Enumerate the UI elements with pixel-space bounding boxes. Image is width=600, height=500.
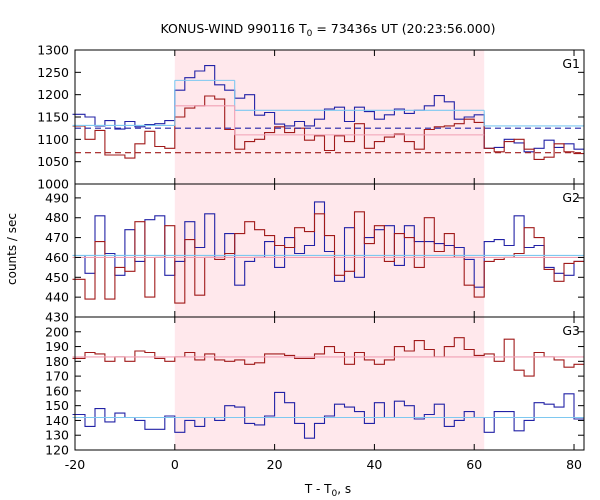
y-axis-label: counts / sec bbox=[5, 213, 19, 285]
y-tick-label: 1200 bbox=[37, 87, 69, 102]
chart-title-main: KONUS-WIND 990116 T bbox=[160, 21, 306, 36]
chart-title-rest: = 73436s UT (20:23:56.000) bbox=[312, 21, 495, 36]
y-tick-label: 140 bbox=[45, 413, 69, 428]
y-tick-label: 470 bbox=[45, 230, 69, 245]
series-line-blue bbox=[72, 201, 584, 288]
x-axis-label-main: T - T bbox=[304, 482, 332, 496]
y-tick-label: 450 bbox=[45, 270, 69, 285]
y-tick-label: 490 bbox=[45, 190, 69, 205]
series-line-blue bbox=[72, 391, 584, 439]
y-tick-label: 1250 bbox=[37, 65, 69, 80]
y-tick-label: 1050 bbox=[37, 154, 69, 169]
y-tick-label: 440 bbox=[45, 290, 69, 305]
x-tick-label: -20 bbox=[65, 457, 85, 472]
y-tick-label: 130 bbox=[45, 428, 69, 443]
y-tick-label: 460 bbox=[45, 250, 69, 265]
panel-label: G3 bbox=[562, 323, 580, 338]
y-tick-label: 200 bbox=[45, 324, 69, 339]
panel-g1: 1000 1050 1100 1150 1200 1250 1300 G1 bbox=[37, 43, 585, 192]
x-axis-label: T - T0, s bbox=[304, 482, 351, 499]
chart-title-subscript: 0 bbox=[307, 29, 313, 39]
y-tick-label: 120 bbox=[45, 443, 69, 458]
series-line-red bbox=[72, 95, 584, 160]
y-tick-label: 180 bbox=[45, 354, 69, 369]
shaded-interval bbox=[174, 50, 485, 450]
x-tick-label: 0 bbox=[171, 457, 179, 472]
y-tick-label: 190 bbox=[45, 339, 69, 354]
y-tick-label: 1000 bbox=[37, 177, 69, 192]
y-tick-label: 1150 bbox=[37, 110, 69, 125]
x-axis-label-rest: , s bbox=[337, 482, 351, 496]
x-tick-label: 80 bbox=[566, 457, 582, 472]
plot-area: 1000105011001150120012501300G14304404504… bbox=[37, 43, 585, 472]
x-tick-label: 40 bbox=[366, 457, 382, 472]
chart-title: KONUS-WIND 990116 T0 = 73436s UT (20:23:… bbox=[160, 21, 495, 39]
y-tick-label: 1300 bbox=[37, 43, 69, 58]
panel-g2: 430 440 450 460 470 480 490 G2 bbox=[45, 183, 585, 325]
x-tick-label: 60 bbox=[466, 457, 482, 472]
y-tick-label: 150 bbox=[45, 398, 69, 413]
y-tick-label: 170 bbox=[45, 369, 69, 384]
panel-label: G1 bbox=[562, 56, 580, 71]
y-tick-label: 430 bbox=[45, 310, 69, 325]
x-tick-label: 20 bbox=[267, 457, 283, 472]
x-axis-label-subscript: 0 bbox=[332, 489, 338, 499]
series-line-red bbox=[72, 337, 584, 377]
y-tick-label: 160 bbox=[45, 383, 69, 398]
panel-label: G2 bbox=[562, 190, 580, 205]
y-tick-label: 480 bbox=[45, 210, 69, 225]
panel-frame bbox=[74, 316, 585, 451]
series-line-blue bbox=[72, 65, 584, 153]
y-tick-label: 1100 bbox=[37, 132, 69, 147]
